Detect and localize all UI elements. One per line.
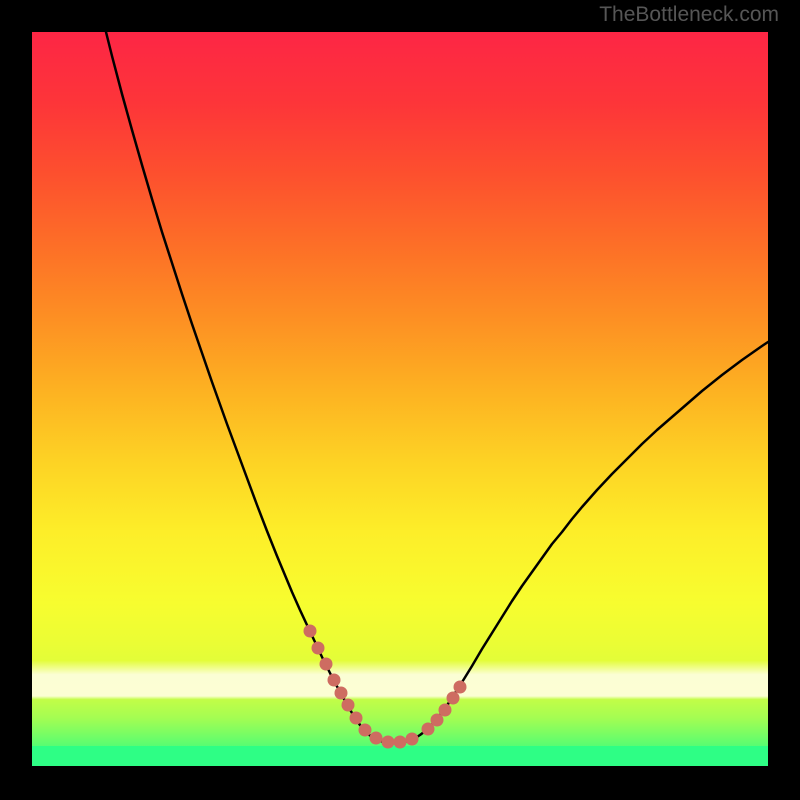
marker-dot (406, 733, 419, 746)
marker-dot (447, 692, 460, 705)
marker-dot (335, 687, 348, 700)
marker-dot (320, 658, 333, 671)
marker-dot (312, 642, 325, 655)
marker-dot (382, 736, 395, 749)
curve-layer (32, 32, 768, 766)
marker-dot (342, 699, 355, 712)
marker-dot (454, 681, 467, 694)
marker-dot (350, 712, 363, 725)
marker-dot (439, 704, 452, 717)
plot-area (32, 32, 768, 766)
marker-dot (359, 724, 372, 737)
marker-dot (304, 625, 317, 638)
watermark-text: TheBottleneck.com (599, 3, 779, 27)
chart-container: TheBottleneck.com (0, 0, 800, 800)
bottleneck-curve (106, 32, 768, 743)
marker-dot (328, 674, 341, 687)
marker-dot (394, 736, 407, 749)
marker-group-left (304, 625, 419, 749)
marker-dot (370, 732, 383, 745)
marker-group-right (422, 681, 467, 736)
